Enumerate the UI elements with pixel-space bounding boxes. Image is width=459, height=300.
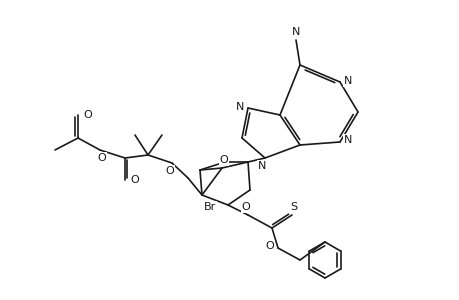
Text: N: N (343, 135, 352, 145)
Text: O: O (265, 241, 274, 251)
Text: N: N (291, 27, 300, 37)
Text: S: S (290, 202, 297, 212)
Text: N: N (235, 102, 244, 112)
Text: O: O (130, 175, 139, 185)
Text: O: O (165, 166, 174, 176)
Text: O: O (97, 153, 106, 163)
Text: N: N (257, 161, 266, 171)
Text: O: O (241, 202, 250, 212)
Text: Br: Br (203, 202, 216, 212)
Text: O: O (84, 110, 92, 120)
Text: N: N (343, 76, 352, 86)
Text: O: O (219, 155, 228, 165)
